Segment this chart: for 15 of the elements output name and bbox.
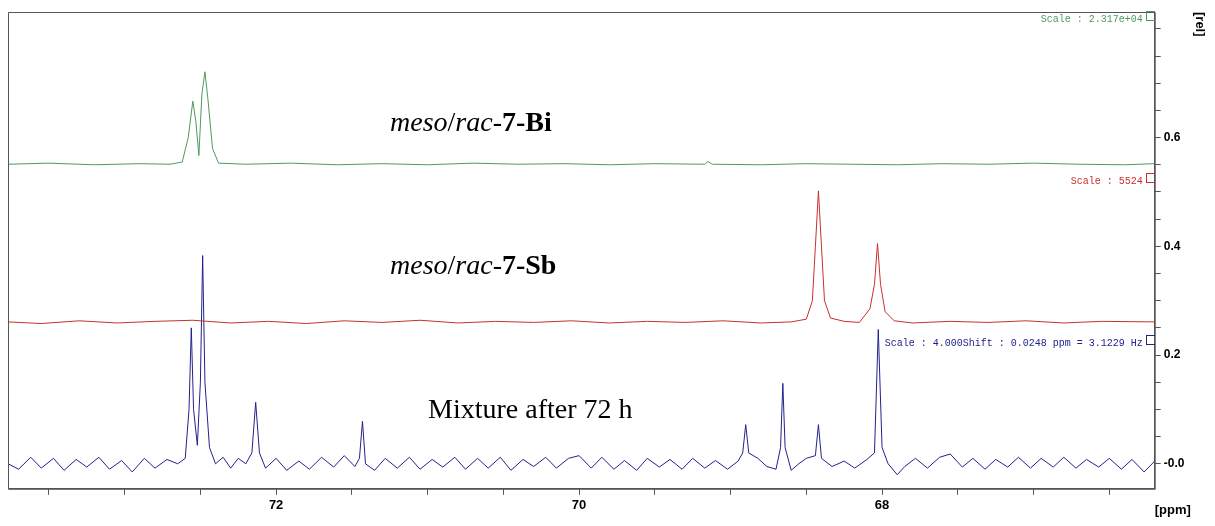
y-axis-title: [rel] <box>1192 12 1208 37</box>
x-axis-title: [ppm] <box>1154 501 1191 517</box>
y-tick-label: -0.0 <box>1163 456 1185 471</box>
y-tick-label: 0.6 <box>1163 129 1181 144</box>
annotation: Scale : 4.000Shift : 0.0248 ppm = 3.1229 Hz <box>884 338 1143 349</box>
series-label: Mixture after 72 h <box>428 393 633 424</box>
series-label: meso/rac-7-Bi <box>390 106 552 137</box>
y-tick-label: 0.4 <box>1163 238 1181 253</box>
series-label: meso/rac-7-Sb <box>390 249 557 280</box>
x-tick-label: 72 <box>268 497 284 513</box>
x-tick-label: 68 <box>874 497 890 513</box>
annotation: Scale : 2.317e+04 <box>1040 14 1143 25</box>
y-tick-label: 0.2 <box>1163 347 1181 362</box>
x-tick-label: 70 <box>571 497 587 513</box>
annotation: Scale : 5524 <box>1070 176 1143 187</box>
